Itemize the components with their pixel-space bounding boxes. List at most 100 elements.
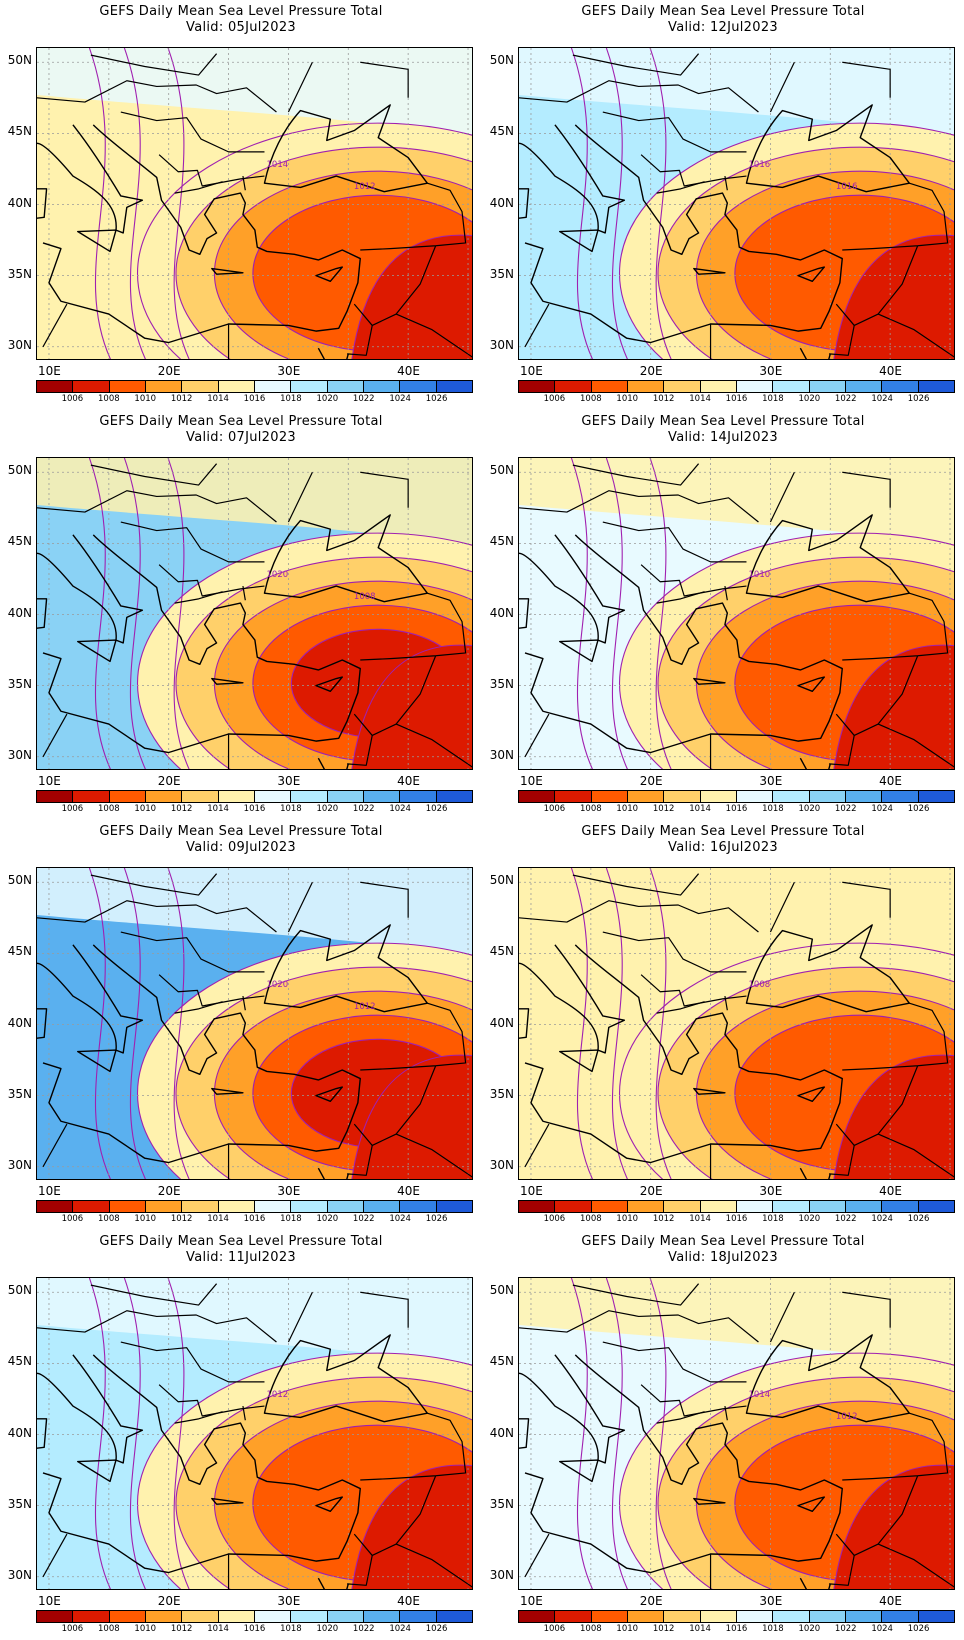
colorbar-label: 1016 — [725, 394, 748, 404]
colorbar-swatch — [254, 1611, 292, 1622]
coastline — [263, 924, 429, 1013]
longitude-label: 40E — [879, 1184, 902, 1198]
longitude-label: 10E — [37, 364, 61, 378]
country-border — [90, 1283, 218, 1306]
country-border — [602, 521, 747, 563]
coastline — [559, 1049, 599, 1073]
country-border — [287, 471, 409, 523]
colorbar-swatch — [664, 1201, 701, 1212]
colorbar-swatch — [773, 1201, 810, 1212]
colorbar-swatch — [37, 791, 74, 802]
coastline — [77, 1459, 117, 1483]
isobar-line — [570, 458, 594, 769]
latitude-label: 35N — [489, 1086, 514, 1101]
country-border — [829, 735, 855, 766]
colorbar-label: 1014 — [689, 1624, 711, 1634]
coastline — [315, 1086, 344, 1103]
colorbar-label: 1014 — [689, 1214, 711, 1224]
colorbar-label: 1012 — [652, 1214, 675, 1224]
colorbar-swatch — [182, 1201, 219, 1212]
colorbar-swatch — [773, 791, 810, 802]
pressure-field-north — [37, 458, 472, 546]
colorbar-label: 1022 — [834, 394, 857, 404]
colorbar-swatch — [845, 1611, 883, 1622]
map-panel: GEFS Daily Mean Sea Level Pressure Total… — [0, 0, 482, 410]
colorbar-label: 1020 — [316, 394, 339, 404]
colorbar-label: 1024 — [871, 1214, 893, 1224]
colorbar-label: 1012 — [652, 394, 675, 404]
country-border — [395, 1133, 472, 1178]
country-border — [42, 1533, 68, 1578]
country-border — [602, 111, 747, 153]
longitude-label: 40E — [397, 364, 420, 378]
coastline — [37, 534, 144, 644]
coastline — [315, 1496, 344, 1513]
colorbar-swatch — [519, 1201, 556, 1212]
coastline — [519, 1418, 530, 1449]
colorbar-swatch — [363, 1611, 401, 1622]
colorbar-label: 1026 — [907, 394, 930, 404]
longitude-label: 20E — [639, 774, 663, 788]
longitude-label: 20E — [639, 1184, 663, 1198]
longitude-label: 30E — [759, 364, 783, 378]
colorbar-label: 1018 — [762, 1624, 784, 1634]
colorbar-label: 1014 — [689, 394, 711, 404]
country-border — [360, 1412, 467, 1481]
colorbar-label: 1012 — [170, 1624, 193, 1634]
colorbar-swatch — [400, 1611, 437, 1622]
country-border — [395, 1543, 472, 1588]
latitude-label: 40N — [489, 195, 514, 210]
latitude-label: 30N — [7, 1567, 32, 1582]
longitude-label: 40E — [397, 774, 420, 788]
panel-title: GEFS Daily Mean Sea Level Pressure Total — [99, 824, 383, 839]
coastline — [559, 1459, 599, 1483]
coastline — [317, 757, 349, 769]
country-border — [829, 1555, 855, 1586]
latitude-label: 30N — [489, 1567, 514, 1582]
coastline — [42, 1354, 361, 1574]
colorbar-swatch — [845, 381, 883, 392]
colorbar-label: 1010 — [134, 1214, 157, 1224]
country-border — [353, 1475, 437, 1557]
latitude-label: 45N — [7, 944, 32, 959]
latitude-label: 35N — [489, 266, 514, 281]
country-border — [572, 463, 700, 486]
colorbar-swatch — [882, 791, 919, 802]
country-border — [287, 61, 409, 113]
colorbar-label: 1024 — [389, 394, 411, 404]
contour-label: 1016 — [836, 182, 858, 192]
colorbar-label: 1020 — [316, 804, 339, 814]
isobar-line — [605, 868, 629, 1179]
colorbar-label: 1014 — [207, 804, 229, 814]
colorbar-label: 1022 — [352, 1624, 375, 1634]
colorbar-swatch — [73, 1611, 110, 1622]
map-panel: GEFS Daily Mean Sea Level Pressure Total… — [482, 1230, 964, 1640]
colorbar-swatch — [436, 1201, 472, 1212]
colorbar-swatch — [555, 381, 592, 392]
colorbar-swatch — [882, 381, 919, 392]
latitude-label: 45N — [489, 1354, 514, 1369]
coastline — [797, 676, 826, 693]
longitude-label: 30E — [759, 1594, 783, 1608]
panel-valid-date: Valid: 14Jul2023 — [668, 430, 778, 445]
colorbar-swatch — [73, 1201, 110, 1212]
colorbar-swatch — [37, 1611, 74, 1622]
coastline — [77, 639, 117, 663]
colorbar-swatch — [700, 1611, 737, 1622]
latitude-label: 40N — [7, 605, 32, 620]
panel-valid-date: Valid: 11Jul2023 — [186, 1250, 296, 1265]
country-border — [174, 181, 223, 194]
colorbar-label: 1016 — [725, 804, 748, 814]
colorbar-swatch — [591, 1611, 628, 1622]
latitude-label: 30N — [489, 747, 514, 762]
colorbar — [518, 1200, 955, 1213]
pressure-field-north — [519, 48, 954, 136]
country-border — [174, 591, 223, 604]
latitude-label: 30N — [489, 1157, 514, 1172]
coastline — [519, 1008, 530, 1039]
colorbar-swatch — [363, 1201, 401, 1212]
country-border — [353, 655, 437, 737]
colorbar-swatch — [664, 1611, 701, 1622]
colorbar-label: 1018 — [280, 394, 302, 404]
country-border — [724, 585, 728, 601]
